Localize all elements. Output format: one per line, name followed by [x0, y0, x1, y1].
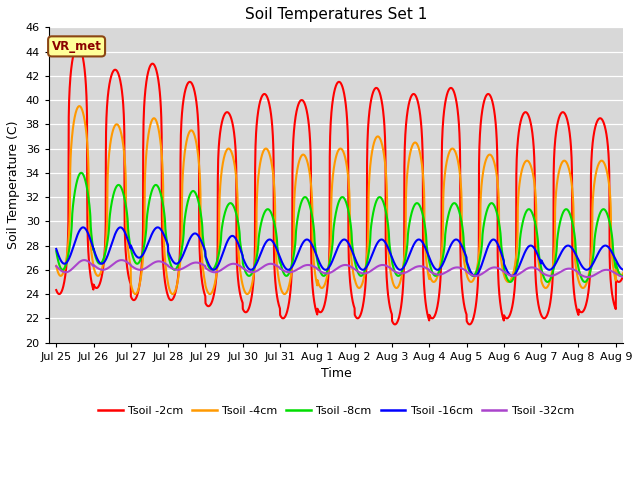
- Tsoil -2cm: [558, 109, 566, 115]
- Line: Tsoil -4cm: Tsoil -4cm: [56, 106, 640, 480]
- Tsoil -8cm: [77, 170, 85, 176]
- Tsoil -32cm: [81, 257, 88, 263]
- Tsoil -32cm: [484, 267, 492, 273]
- Tsoil -32cm: [558, 268, 566, 274]
- Tsoil -2cm: [52, 287, 60, 293]
- Tsoil -16cm: [52, 246, 60, 252]
- Tsoil -16cm: [484, 243, 492, 249]
- Tsoil -2cm: [74, 43, 82, 48]
- Tsoil -32cm: [522, 266, 530, 272]
- Tsoil -16cm: [79, 225, 87, 230]
- Text: VR_met: VR_met: [52, 40, 102, 53]
- Tsoil -4cm: [484, 153, 492, 158]
- Tsoil -8cm: [432, 273, 440, 279]
- Title: Soil Temperatures Set 1: Soil Temperatures Set 1: [245, 7, 427, 22]
- Tsoil -8cm: [175, 261, 182, 266]
- Tsoil -2cm: [522, 109, 530, 115]
- Tsoil -8cm: [522, 209, 530, 215]
- Legend: Tsoil -2cm, Tsoil -4cm, Tsoil -8cm, Tsoil -16cm, Tsoil -32cm: Tsoil -2cm, Tsoil -4cm, Tsoil -8cm, Tsoi…: [93, 402, 579, 420]
- Tsoil -32cm: [432, 271, 440, 277]
- Tsoil -32cm: [175, 267, 182, 273]
- Line: Tsoil -32cm: Tsoil -32cm: [56, 260, 640, 480]
- Tsoil -4cm: [52, 263, 60, 269]
- Tsoil -16cm: [558, 248, 566, 254]
- Tsoil -4cm: [558, 160, 566, 166]
- Tsoil -4cm: [522, 158, 530, 164]
- Tsoil -16cm: [432, 266, 440, 272]
- Tsoil -16cm: [522, 247, 530, 252]
- Tsoil -4cm: [76, 103, 83, 109]
- Tsoil -2cm: [175, 269, 182, 275]
- Line: Tsoil -8cm: Tsoil -8cm: [56, 173, 640, 480]
- Tsoil -2cm: [432, 311, 440, 317]
- Y-axis label: Soil Temperature (C): Soil Temperature (C): [7, 120, 20, 249]
- X-axis label: Time: Time: [321, 367, 351, 380]
- Tsoil -4cm: [175, 273, 182, 278]
- Tsoil -32cm: [52, 264, 60, 269]
- Tsoil -4cm: [432, 278, 440, 284]
- Line: Tsoil -2cm: Tsoil -2cm: [56, 46, 640, 480]
- Tsoil -8cm: [484, 204, 492, 210]
- Tsoil -16cm: [175, 260, 182, 265]
- Line: Tsoil -16cm: Tsoil -16cm: [56, 228, 640, 480]
- Tsoil -8cm: [558, 212, 566, 218]
- Tsoil -2cm: [484, 91, 492, 97]
- Tsoil -8cm: [52, 248, 60, 254]
